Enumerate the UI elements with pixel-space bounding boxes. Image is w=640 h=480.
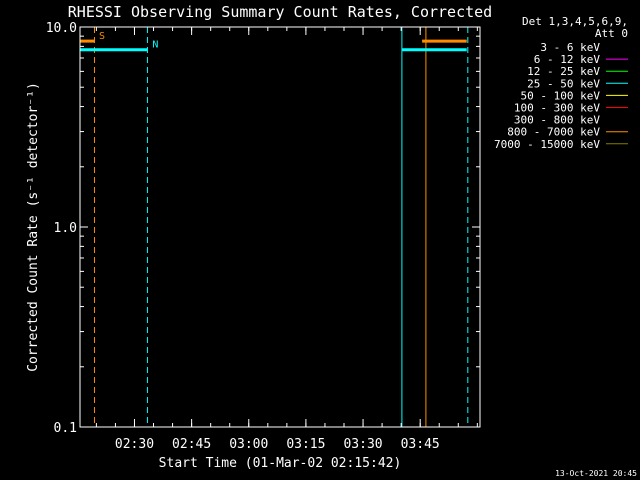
legend-label: 7000 - 15000 keV (494, 138, 600, 151)
x-tick-label: 03:45 (401, 437, 440, 452)
timestamp: 13-Oct-2021 20:45 (555, 469, 637, 478)
x-tick-label: 03:15 (286, 437, 325, 452)
x-tick-label: 03:30 (343, 437, 382, 452)
y-axis-label: Corrected Count Rate (s⁻¹ detector⁻¹) (26, 82, 41, 372)
y-tick-label: 10.0 (46, 21, 77, 36)
legend-label: 300 - 800 keV (514, 114, 600, 127)
axis-ticks: 02:30 02:45 03:00 03:15 03:30 03:45 0.1 1.0 10.0 (46, 21, 480, 452)
x-tick-label: 03:00 (229, 437, 268, 452)
annotation-s: S (99, 31, 105, 42)
legend-header-line-1: Det 1,3,4,5,6,9, (522, 15, 628, 28)
legend-label: 100 - 300 keV (514, 102, 600, 115)
plot-area: SN (80, 27, 469, 427)
legend-label: 6 - 12 keV (534, 53, 601, 66)
plot-frame (79, 26, 481, 428)
legend-header-line-2: Att 0 (595, 27, 628, 40)
x-tick-label: 02:45 (172, 437, 211, 452)
y-tick-label: 0.1 (54, 421, 77, 436)
legend-label: 3 - 6 keV (540, 41, 600, 54)
legend-label: 12 - 25 keV (527, 65, 600, 78)
y-tick-label: 1.0 (54, 221, 77, 236)
annotation-n: N (152, 40, 158, 51)
legend-label: 50 - 100 keV (521, 89, 601, 102)
legend-label: 800 - 7000 keV (507, 126, 600, 139)
chart-title: RHESSI Observing Summary Count Rates, Co… (68, 3, 492, 21)
x-tick-label: 02:30 (115, 437, 154, 452)
legend-label: 25 - 50 keV (527, 77, 600, 90)
x-axis-label: Start Time (01-Mar-02 02:15:42) (159, 456, 402, 471)
